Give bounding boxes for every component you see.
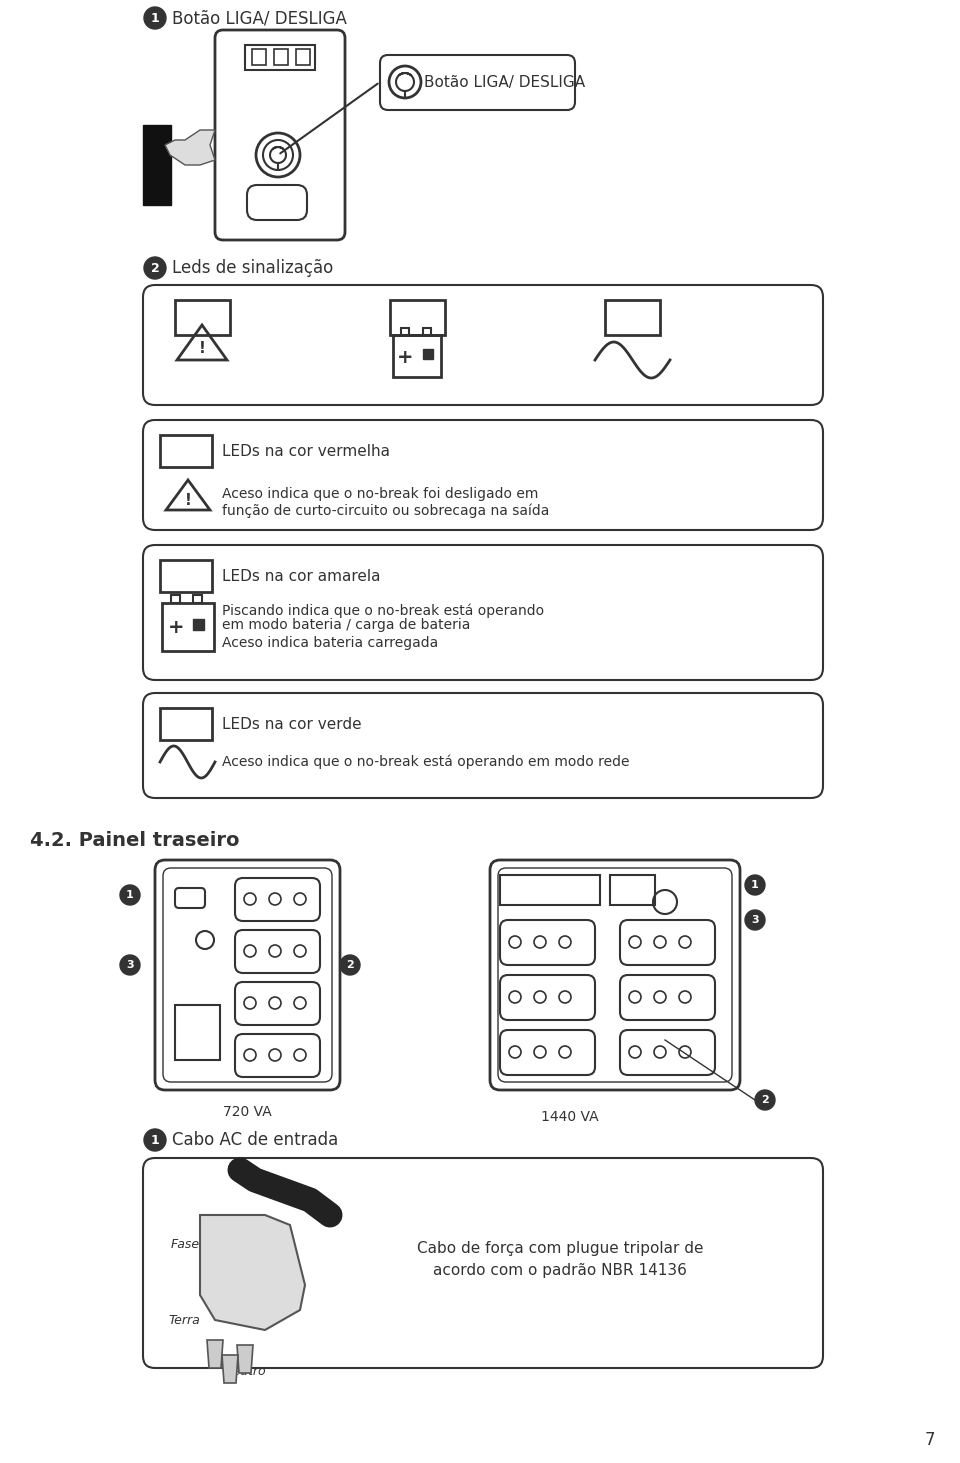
Text: 1: 1	[151, 12, 159, 25]
Bar	[393, 335, 441, 377]
Text: 2: 2	[347, 960, 354, 970]
Bar	[610, 875, 655, 906]
Polygon shape	[237, 1344, 253, 1372]
Text: acordo com o padrão NBR 14136: acordo com o padrão NBR 14136	[433, 1263, 687, 1277]
Polygon shape	[207, 1340, 223, 1368]
Bar	[252, 48, 266, 64]
Text: Aceso indica bateria carregada: Aceso indica bateria carregada	[222, 636, 439, 650]
Circle shape	[144, 1129, 166, 1151]
Text: Aceso indica que o no-break está operando em modo rede: Aceso indica que o no-break está operand…	[222, 755, 630, 770]
Bar	[162, 603, 214, 651]
Text: !: !	[184, 493, 191, 508]
Bar	[160, 708, 212, 740]
Bar	[193, 619, 204, 631]
Bar	[423, 350, 433, 358]
Circle shape	[745, 875, 765, 895]
Text: em modo bateria / carga de bateria: em modo bateria / carga de bateria	[222, 617, 470, 632]
Text: 1440 VA: 1440 VA	[541, 1110, 599, 1124]
Text: LEDs na cor verde: LEDs na cor verde	[222, 717, 362, 732]
Bar	[175, 300, 230, 335]
Text: 2: 2	[151, 262, 159, 275]
Text: 1: 1	[151, 1134, 159, 1147]
Text: LEDs na cor amarela: LEDs na cor amarela	[222, 569, 380, 584]
Text: 3: 3	[126, 960, 133, 970]
Bar	[296, 48, 310, 64]
Text: Botão LIGA/ DESLIGA: Botão LIGA/ DESLIGA	[424, 75, 586, 89]
Text: Cabo de força com plugue tripolar de: Cabo de força com plugue tripolar de	[417, 1241, 704, 1255]
Text: +: +	[168, 617, 184, 636]
Bar	[160, 560, 212, 593]
Bar	[390, 300, 445, 335]
Text: 1: 1	[126, 890, 133, 900]
Text: Botão LIGA/ DESLIGA: Botão LIGA/ DESLIGA	[172, 9, 347, 26]
Text: Terra: Terra	[168, 1314, 200, 1327]
Bar	[401, 328, 409, 335]
Text: Leds de sinalização: Leds de sinalização	[172, 259, 333, 277]
Bar	[171, 595, 180, 603]
Polygon shape	[222, 1355, 238, 1383]
Text: Fase: Fase	[171, 1239, 200, 1251]
Text: LEDs na cor vermelha: LEDs na cor vermelha	[222, 443, 390, 458]
Bar	[605, 300, 660, 335]
Circle shape	[144, 257, 166, 279]
Circle shape	[755, 1090, 775, 1110]
Text: Piscando indica que o no-break está operando: Piscando indica que o no-break está oper…	[222, 603, 544, 617]
Polygon shape	[200, 1214, 305, 1330]
Bar	[274, 48, 288, 64]
Text: !: !	[199, 341, 205, 356]
Text: Aceso indica que o no-break foi desligado em
função de curto-circuito ou sobreca: Aceso indica que o no-break foi desligad…	[222, 487, 549, 518]
Bar	[423, 328, 431, 335]
Text: 1: 1	[751, 881, 758, 890]
Text: +: +	[396, 348, 413, 367]
Bar	[160, 435, 212, 467]
Polygon shape	[165, 130, 215, 165]
Circle shape	[745, 910, 765, 930]
Text: 4.2. Painel traseiro: 4.2. Painel traseiro	[30, 831, 239, 850]
Text: Neutro: Neutro	[224, 1365, 266, 1378]
Circle shape	[340, 955, 360, 974]
Circle shape	[120, 955, 140, 974]
Bar	[175, 1005, 220, 1061]
Text: 7: 7	[924, 1431, 935, 1448]
Text: 720 VA: 720 VA	[223, 1105, 272, 1119]
Bar	[193, 595, 202, 603]
Bar	[500, 875, 600, 906]
Text: 3: 3	[751, 914, 758, 925]
Bar	[245, 45, 315, 70]
Bar	[143, 124, 171, 205]
Circle shape	[144, 7, 166, 29]
Text: 2: 2	[761, 1094, 769, 1105]
Circle shape	[120, 885, 140, 906]
Text: Cabo AC de entrada: Cabo AC de entrada	[172, 1131, 338, 1148]
